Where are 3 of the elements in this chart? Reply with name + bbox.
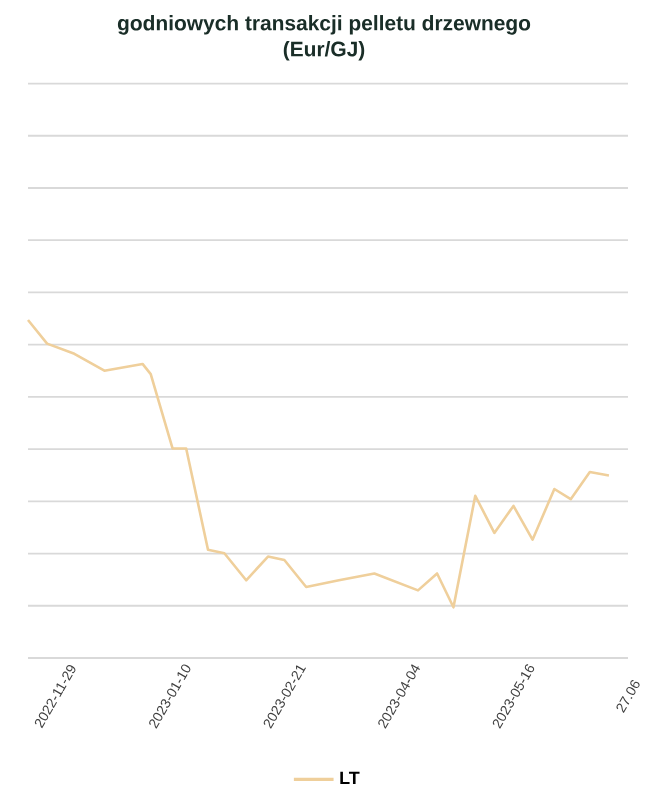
chart-title: godniowych transakcji pelletu drzewnego	[117, 15, 531, 35]
legend-label: LT	[340, 771, 360, 785]
chart-subtitle: (Eur/GJ)	[283, 41, 365, 61]
